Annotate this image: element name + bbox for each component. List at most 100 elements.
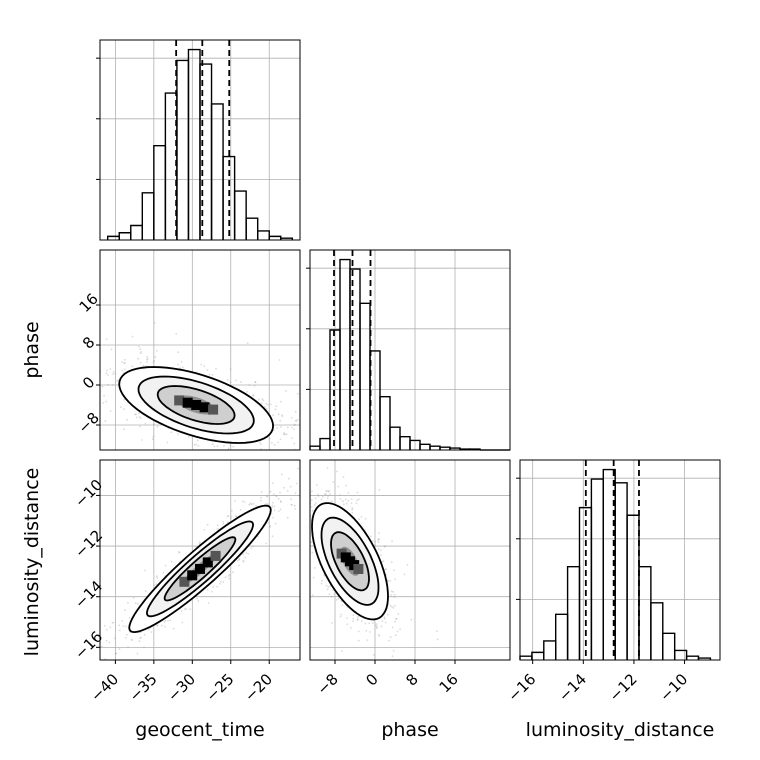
joint-geocent-time-vs-phase-sample-point (290, 417, 293, 419)
joint-geocent-time-vs-luminosity-distance-sample-point (295, 482, 298, 485)
joint-phase-vs-luminosity-distance-sample-point (360, 516, 363, 518)
joint-geocent-time-vs-luminosity-distance-sample-point (132, 596, 135, 599)
joint-geocent-time-vs-phase-sample-point (153, 321, 156, 324)
joint-phase-vs-luminosity-distance-sample-point (356, 491, 359, 494)
joint-geocent-time-vs-luminosity-distance-sample-point (196, 597, 198, 600)
joint-phase-vs-luminosity-distance-sample-point (330, 500, 333, 503)
joint-geocent-time-vs-luminosity-distance-sample-point (124, 609, 126, 612)
joint-geocent-time-vs-luminosity-distance-sample-point (280, 473, 283, 476)
hist-geocent-time-bin (210, 103, 224, 240)
joint-geocent-time-vs-phase-sample-point (216, 445, 219, 448)
joint-geocent-time-vs-phase-sample-point (109, 410, 112, 412)
joint-geocent-time-vs-luminosity-distance-sample-point (244, 556, 247, 559)
joint-phase-vs-luminosity-distance-sample-point (375, 625, 377, 627)
joint-geocent-time-vs-luminosity-distance-sample-point (216, 524, 219, 527)
joint-phase-vs-luminosity-distance-sample-point (378, 488, 381, 491)
joint-phase-vs-luminosity-distance-sample-point (325, 584, 328, 587)
joint-geocent-time-vs-phase-sample-point (123, 398, 125, 401)
joint-geocent-time-vs-luminosity-distance-sample-point (222, 521, 225, 523)
xtick-label-geocent-time: −30 (164, 670, 199, 705)
joint-phase-vs-luminosity-distance-sample-point (297, 509, 299, 511)
joint-geocent-time-vs-luminosity-distance-sample-point (219, 580, 222, 583)
joint-phase-vs-luminosity-distance-sample-point (379, 554, 382, 556)
joint-geocent-time-vs-luminosity-distance-sample-point (242, 559, 245, 562)
joint-phase-vs-luminosity-distance-sample-point (355, 502, 358, 504)
joint-geocent-time-vs-luminosity-distance-sample-point (260, 496, 262, 499)
joint-geocent-time-vs-luminosity-distance-sample-point (239, 508, 242, 511)
hist-geocent-time-bin (141, 192, 155, 240)
joint-geocent-time-vs-phase-sample-point (177, 433, 180, 435)
hist-luminosity-distance-bin (566, 565, 581, 660)
joint-phase-vs-luminosity-distance-sample-point (351, 508, 354, 511)
joint-geocent-time-vs-luminosity-distance-sample-point (238, 564, 240, 567)
joint-geocent-time-vs-phase-sample-point (279, 438, 282, 441)
hist-geocent-time-bin (176, 59, 190, 240)
joint-geocent-time-vs-phase-sample-point (269, 403, 272, 406)
joint-geocent-time-vs-phase-sample-point (153, 359, 156, 362)
hist-luminosity-distance-bin (638, 565, 652, 660)
hist-geocent-time-bin (268, 235, 282, 240)
joint-phase-vs-luminosity-distance-sample-point (324, 493, 326, 496)
joint-phase-vs-luminosity-distance-sample-point (396, 630, 399, 633)
joint-geocent-time-vs-phase-sample-point (239, 381, 242, 384)
hist-luminosity-distance-bin (626, 514, 640, 660)
joint-phase-vs-luminosity-distance-sample-point (378, 532, 380, 535)
joint-geocent-time-vs-luminosity-distance-sample-point (106, 629, 108, 631)
joint-geocent-time-vs-luminosity-distance-sample-point (114, 652, 117, 655)
joint-phase-vs-luminosity-distance-sample-point (315, 502, 317, 504)
joint-phase-vs-luminosity-distance-sample-point (322, 496, 324, 498)
joint-phase-vs-luminosity-distance-sample-point (394, 578, 397, 581)
joint-phase-vs-luminosity-distance-sample-point (300, 455, 302, 457)
joint-geocent-time-vs-luminosity-distance-sample-point (266, 495, 268, 498)
joint-phase-vs-luminosity-distance-sample-point (311, 551, 314, 554)
joint-phase-vs-luminosity-distance-sample-point (387, 580, 389, 583)
joint-phase-vs-luminosity-distance-sample-point (307, 554, 309, 556)
joint-geocent-time-vs-luminosity-distance-sample-point (138, 640, 141, 643)
joint-geocent-time-vs-phase-sample-point (195, 443, 198, 446)
joint-geocent-time-vs-phase-sample-point (280, 425, 282, 428)
joint-phase-vs-luminosity-distance-sample-point (386, 614, 389, 616)
joint-geocent-time-vs-luminosity-distance-sample-point (112, 621, 115, 624)
joint-geocent-time-vs-luminosity-distance-sample-point (249, 502, 252, 505)
joint-geocent-time-vs-phase-sample-point (253, 384, 256, 387)
joint-geocent-time-vs-phase-sample-point (257, 398, 260, 401)
hist-phase-bin (389, 426, 401, 450)
joint-phase-vs-luminosity-distance-sample-point (312, 576, 315, 579)
joint-geocent-time-vs-luminosity-distance-sample-point (283, 486, 286, 489)
joint-geocent-time-vs-luminosity-distance-sample-point (229, 517, 232, 520)
hist-luminosity-distance-bin (590, 478, 604, 660)
joint-phase-vs-luminosity-distance-sample-point (364, 517, 367, 520)
joint-phase-vs-luminosity-distance-sample-point (293, 497, 295, 499)
joint-geocent-time-vs-luminosity-distance-sample-point (289, 485, 292, 488)
joint-geocent-time-vs-phase-sample-point (114, 372, 117, 375)
joint-phase-vs-luminosity-distance-sample-point (391, 668, 393, 670)
hist-phase-bin (399, 435, 411, 450)
joint-geocent-time-vs-luminosity-distance-sample-point (206, 588, 209, 591)
xtick-label-phase: 8 (402, 670, 421, 689)
joint-geocent-time-vs-luminosity-distance-sample-point (228, 574, 231, 576)
joint-phase-vs-luminosity-distance-sample-point (391, 655, 394, 658)
joint-phase-vs-luminosity-distance-sample-point (327, 490, 330, 493)
joint-geocent-time-vs-phase-sample-point (260, 443, 262, 445)
joint-geocent-time-vs-phase-density-bin (191, 400, 202, 410)
joint-phase-vs-luminosity-distance-sample-point (347, 492, 350, 494)
joint-geocent-time-vs-phase-sample-point (77, 358, 79, 360)
hist-geocent-time-bin (222, 155, 236, 240)
joint-geocent-time-vs-phase-sample-point (127, 493, 129, 495)
joint-geocent-time-vs-phase-sample-point (141, 439, 144, 441)
joint-geocent-time-vs-luminosity-distance-sample-point (235, 515, 238, 518)
joint-geocent-time-vs-phase-sample-point (283, 433, 285, 436)
joint-geocent-time-vs-luminosity-distance-sample-point (271, 501, 274, 504)
joint-phase-vs-luminosity-distance-sample-point (320, 498, 323, 501)
joint-phase-vs-luminosity-distance-sample-point (294, 560, 296, 562)
joint-phase-vs-luminosity-distance-sample-point (384, 545, 387, 548)
joint-geocent-time-vs-phase-sample-point (137, 357, 140, 360)
joint-geocent-time-vs-luminosity-distance-sample-point (114, 637, 116, 640)
joint-geocent-time-vs-luminosity-distance-sample-point (248, 503, 251, 506)
joint-phase-vs-luminosity-distance-sample-point (325, 493, 327, 495)
joint-phase-vs-luminosity-distance-sample-point (339, 497, 342, 500)
joint-phase-vs-luminosity-distance-sample-point (377, 541, 380, 544)
joint-geocent-time-vs-phase-sample-point (254, 381, 256, 384)
joint-geocent-time-vs-luminosity-distance-sample-point (247, 552, 250, 555)
joint-geocent-time-vs-luminosity-distance-sample-point (230, 515, 233, 518)
